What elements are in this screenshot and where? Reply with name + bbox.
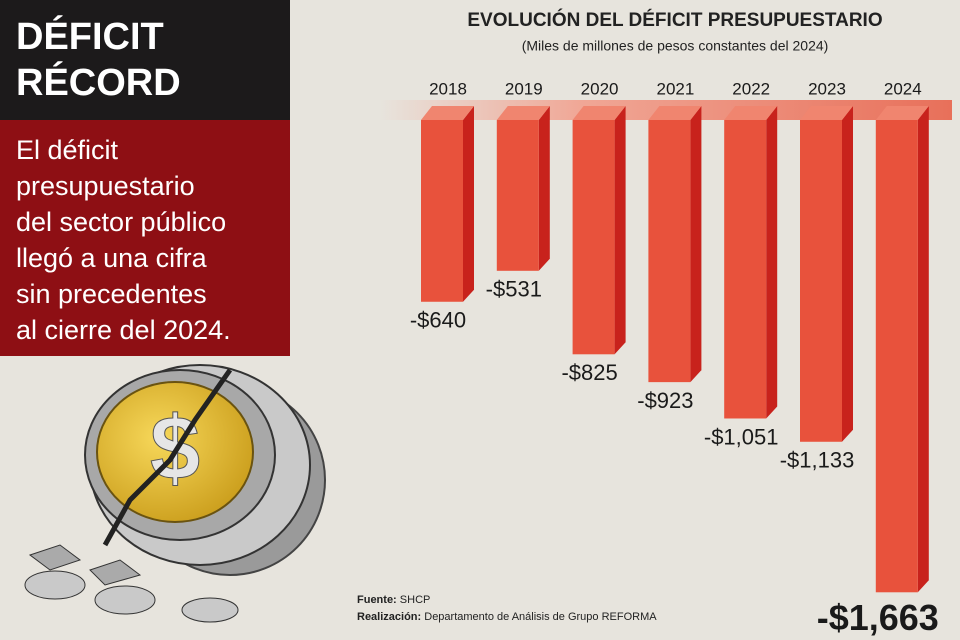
headline-line: DÉFICIT	[16, 16, 164, 58]
value-label: -$1,051	[704, 424, 779, 449]
value-label: -$1,133	[780, 448, 855, 473]
value-label: -$923	[637, 388, 693, 413]
credit-label: Realización:	[357, 611, 421, 623]
x-tick-label: 2019	[505, 79, 543, 98]
summary-line: del sector público	[16, 207, 227, 237]
bar	[421, 120, 463, 302]
x-tick-label: 2023	[808, 79, 846, 98]
x-tick-label: 2018	[429, 79, 467, 98]
bar	[875, 120, 918, 593]
value-label: -$531	[486, 277, 542, 302]
bar-side	[614, 106, 626, 355]
bar-top	[572, 106, 626, 120]
bar-top	[800, 106, 853, 120]
summary-line: sin precedentes	[16, 279, 207, 309]
summary-line: El déficit	[16, 135, 119, 165]
bar	[572, 120, 615, 355]
coin-illustration: $	[24, 364, 326, 623]
summary-line: presupuestario	[16, 171, 195, 201]
x-tick-label: 2024	[884, 79, 922, 98]
x-tick-label: 2021	[656, 79, 694, 98]
bar-top	[421, 106, 474, 120]
credit-text: Realización: Departamento de Análisis de…	[357, 611, 657, 623]
bar-side	[690, 106, 702, 383]
bar	[724, 120, 767, 419]
summary-line: llegó a una cifra	[16, 243, 207, 273]
source-label: Fuente:	[357, 594, 397, 606]
headline: DÉFICIT RÉCORD	[0, 0, 290, 120]
bar-side	[842, 106, 853, 442]
bar-top	[496, 106, 550, 120]
bar-top	[724, 106, 778, 120]
bar-side	[917, 106, 929, 593]
bar	[496, 120, 539, 271]
source-text: Fuente: SHCP	[357, 594, 430, 606]
chart-subtitle: (Miles de millones de pesos constantes d…	[522, 38, 829, 54]
credit: Departamento de Análisis de Grupo REFORM…	[424, 611, 657, 623]
headline-line: RÉCORD	[16, 62, 181, 104]
bar-top	[648, 106, 702, 120]
summary: El déficit presupuestario del sector públi…	[0, 120, 290, 356]
bar	[648, 120, 691, 383]
value-label: -$640	[410, 308, 466, 333]
bar-top	[875, 106, 929, 120]
value-label: -$825	[561, 360, 617, 385]
bar-side	[463, 106, 474, 302]
value-label: -$1,663	[817, 597, 939, 638]
summary-line: al cierre del 2024.	[16, 315, 231, 345]
bar	[800, 120, 842, 442]
x-tick-label: 2020	[581, 79, 619, 98]
chart-title: EVOLUCIÓN DEL DÉFICIT PRESUPUESTARIO	[467, 9, 882, 31]
x-tick-label: 2022	[732, 79, 770, 98]
bar-side	[538, 106, 550, 271]
source: SHCP	[400, 594, 431, 606]
bar-side	[766, 106, 778, 419]
